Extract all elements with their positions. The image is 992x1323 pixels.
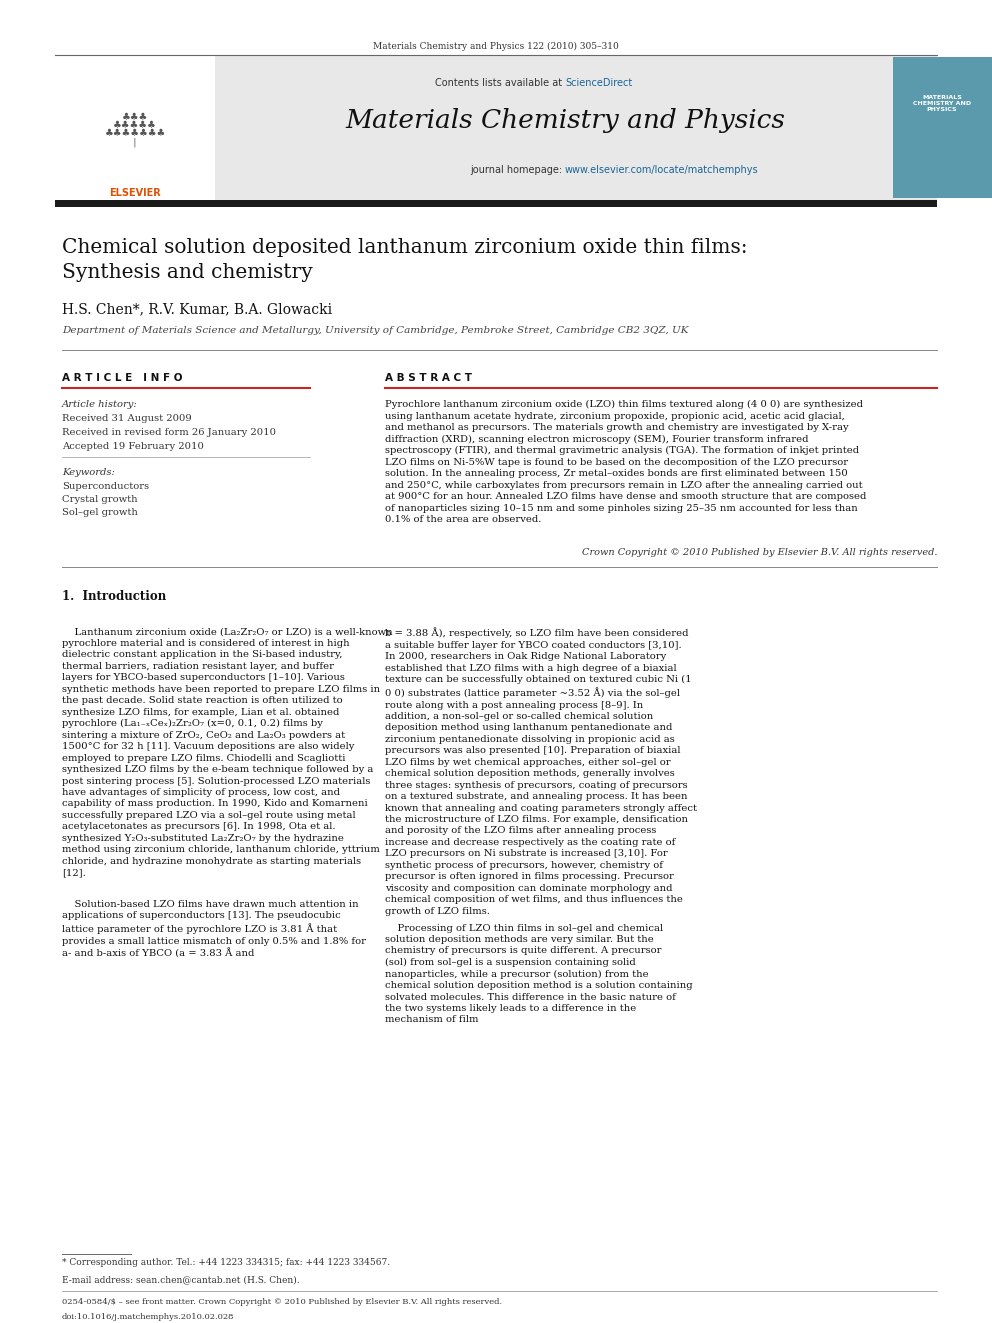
Text: b = 3.88 Å), respectively, so LZO film have been considered
a suitable buffer la: b = 3.88 Å), respectively, so LZO film h… xyxy=(385,627,697,916)
Text: www.elsevier.com/locate/matchemphys: www.elsevier.com/locate/matchemphys xyxy=(565,165,759,175)
Text: Pyrochlore lanthanum zirconium oxide (LZO) thin films textured along (4 0 0) are: Pyrochlore lanthanum zirconium oxide (LZ… xyxy=(385,400,866,524)
Text: Materials Chemistry and Physics 122 (2010) 305–310: Materials Chemistry and Physics 122 (201… xyxy=(373,42,619,52)
Text: Chemical solution deposited lanthanum zirconium oxide thin films:
Synthesis and : Chemical solution deposited lanthanum zi… xyxy=(62,238,748,282)
Text: * Corresponding author. Tel.: +44 1223 334315; fax: +44 1223 334567.: * Corresponding author. Tel.: +44 1223 3… xyxy=(62,1258,390,1267)
Text: 0254-0584/$ – see front matter. Crown Copyright © 2010 Published by Elsevier B.V: 0254-0584/$ – see front matter. Crown Co… xyxy=(62,1298,502,1306)
Text: Received 31 August 2009: Received 31 August 2009 xyxy=(62,414,191,423)
Text: Materials Chemistry and Physics: Materials Chemistry and Physics xyxy=(345,108,785,134)
Text: Keywords:: Keywords: xyxy=(62,468,115,478)
Text: Article history:: Article history: xyxy=(62,400,138,409)
Text: ELSEVIER: ELSEVIER xyxy=(109,188,161,198)
Text: Superconductors: Superconductors xyxy=(62,482,149,491)
Text: Contents lists available at: Contents lists available at xyxy=(434,78,565,89)
Text: journal homepage:: journal homepage: xyxy=(470,165,565,175)
Text: ScienceDirect: ScienceDirect xyxy=(565,78,632,89)
Text: Accepted 19 February 2010: Accepted 19 February 2010 xyxy=(62,442,204,451)
Bar xyxy=(55,56,937,200)
Text: Sol–gel growth: Sol–gel growth xyxy=(62,508,138,517)
Bar xyxy=(55,200,937,206)
Bar xyxy=(55,56,215,200)
Text: Received in revised form 26 January 2010: Received in revised form 26 January 2010 xyxy=(62,429,276,437)
Text: Crown Copyright © 2010 Published by Elsevier B.V. All rights reserved.: Crown Copyright © 2010 Published by Else… xyxy=(581,548,937,557)
Text: H.S. Chen*, R.V. Kumar, B.A. Glowacki: H.S. Chen*, R.V. Kumar, B.A. Glowacki xyxy=(62,302,332,316)
Text: ♣♣♣
♣♣♣♣♣
♣♣♣♣♣♣♣
  |: ♣♣♣ ♣♣♣♣♣ ♣♣♣♣♣♣♣ | xyxy=(104,112,166,147)
Text: A R T I C L E   I N F O: A R T I C L E I N F O xyxy=(62,373,183,382)
Text: Solution-based LZO films have drawn much attention in
applications of supercondu: Solution-based LZO films have drawn much… xyxy=(62,900,366,959)
Text: Crystal growth: Crystal growth xyxy=(62,495,138,504)
Text: A B S T R A C T: A B S T R A C T xyxy=(385,373,472,382)
Bar xyxy=(893,57,992,198)
Text: doi:10.1016/j.matchemphys.2010.02.028: doi:10.1016/j.matchemphys.2010.02.028 xyxy=(62,1312,234,1320)
Text: MATERIALS
CHEMISTRY AND
PHYSICS: MATERIALS CHEMISTRY AND PHYSICS xyxy=(913,95,971,111)
Text: Lanthanum zirconium oxide (La₂Zr₂O₇ or LZO) is a well-known
pyrochlore material : Lanthanum zirconium oxide (La₂Zr₂O₇ or L… xyxy=(62,627,393,877)
Text: 1.  Introduction: 1. Introduction xyxy=(62,590,167,603)
Text: Department of Materials Science and Metallurgy, University of Cambridge, Pembrok: Department of Materials Science and Meta… xyxy=(62,325,688,335)
Text: Processing of LZO thin films in sol–gel and chemical
solution deposition methods: Processing of LZO thin films in sol–gel … xyxy=(385,923,692,1024)
Text: E-mail address: sean.chen@cantab.net (H.S. Chen).: E-mail address: sean.chen@cantab.net (H.… xyxy=(62,1275,300,1285)
